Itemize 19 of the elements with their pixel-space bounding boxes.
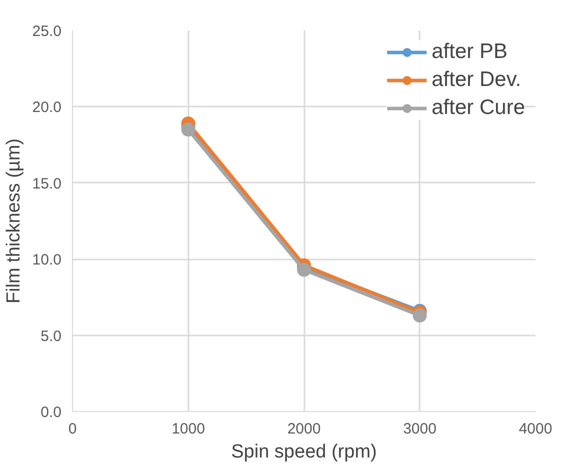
legend-label: after Cure [432, 96, 525, 120]
y-tick-label: 10.0 [32, 252, 62, 269]
y-tick-label: 20.0 [32, 99, 62, 116]
y-tick-label: 5.0 [40, 328, 62, 345]
x-tick-label: 2000 [287, 420, 321, 438]
x-tick-label: 4000 [518, 420, 552, 438]
x-tick-label: 0 [68, 420, 77, 438]
point [297, 262, 311, 277]
point [412, 308, 427, 322]
y-tick-label: 15.0 [32, 175, 62, 192]
legend-label: after Dev. [432, 68, 522, 92]
y-tick-label: 0.0 [40, 404, 62, 421]
legend-label: after PB [432, 40, 508, 64]
x-tick-label: 3000 [403, 420, 436, 438]
y-tick-label: 25.0 [32, 23, 62, 40]
y-axis-title: Film thickness (µm) [3, 138, 24, 304]
x-axis-title: Spin speed (rpm) [231, 442, 377, 462]
x-tick-label: 1000 [172, 420, 205, 438]
point [181, 122, 196, 137]
